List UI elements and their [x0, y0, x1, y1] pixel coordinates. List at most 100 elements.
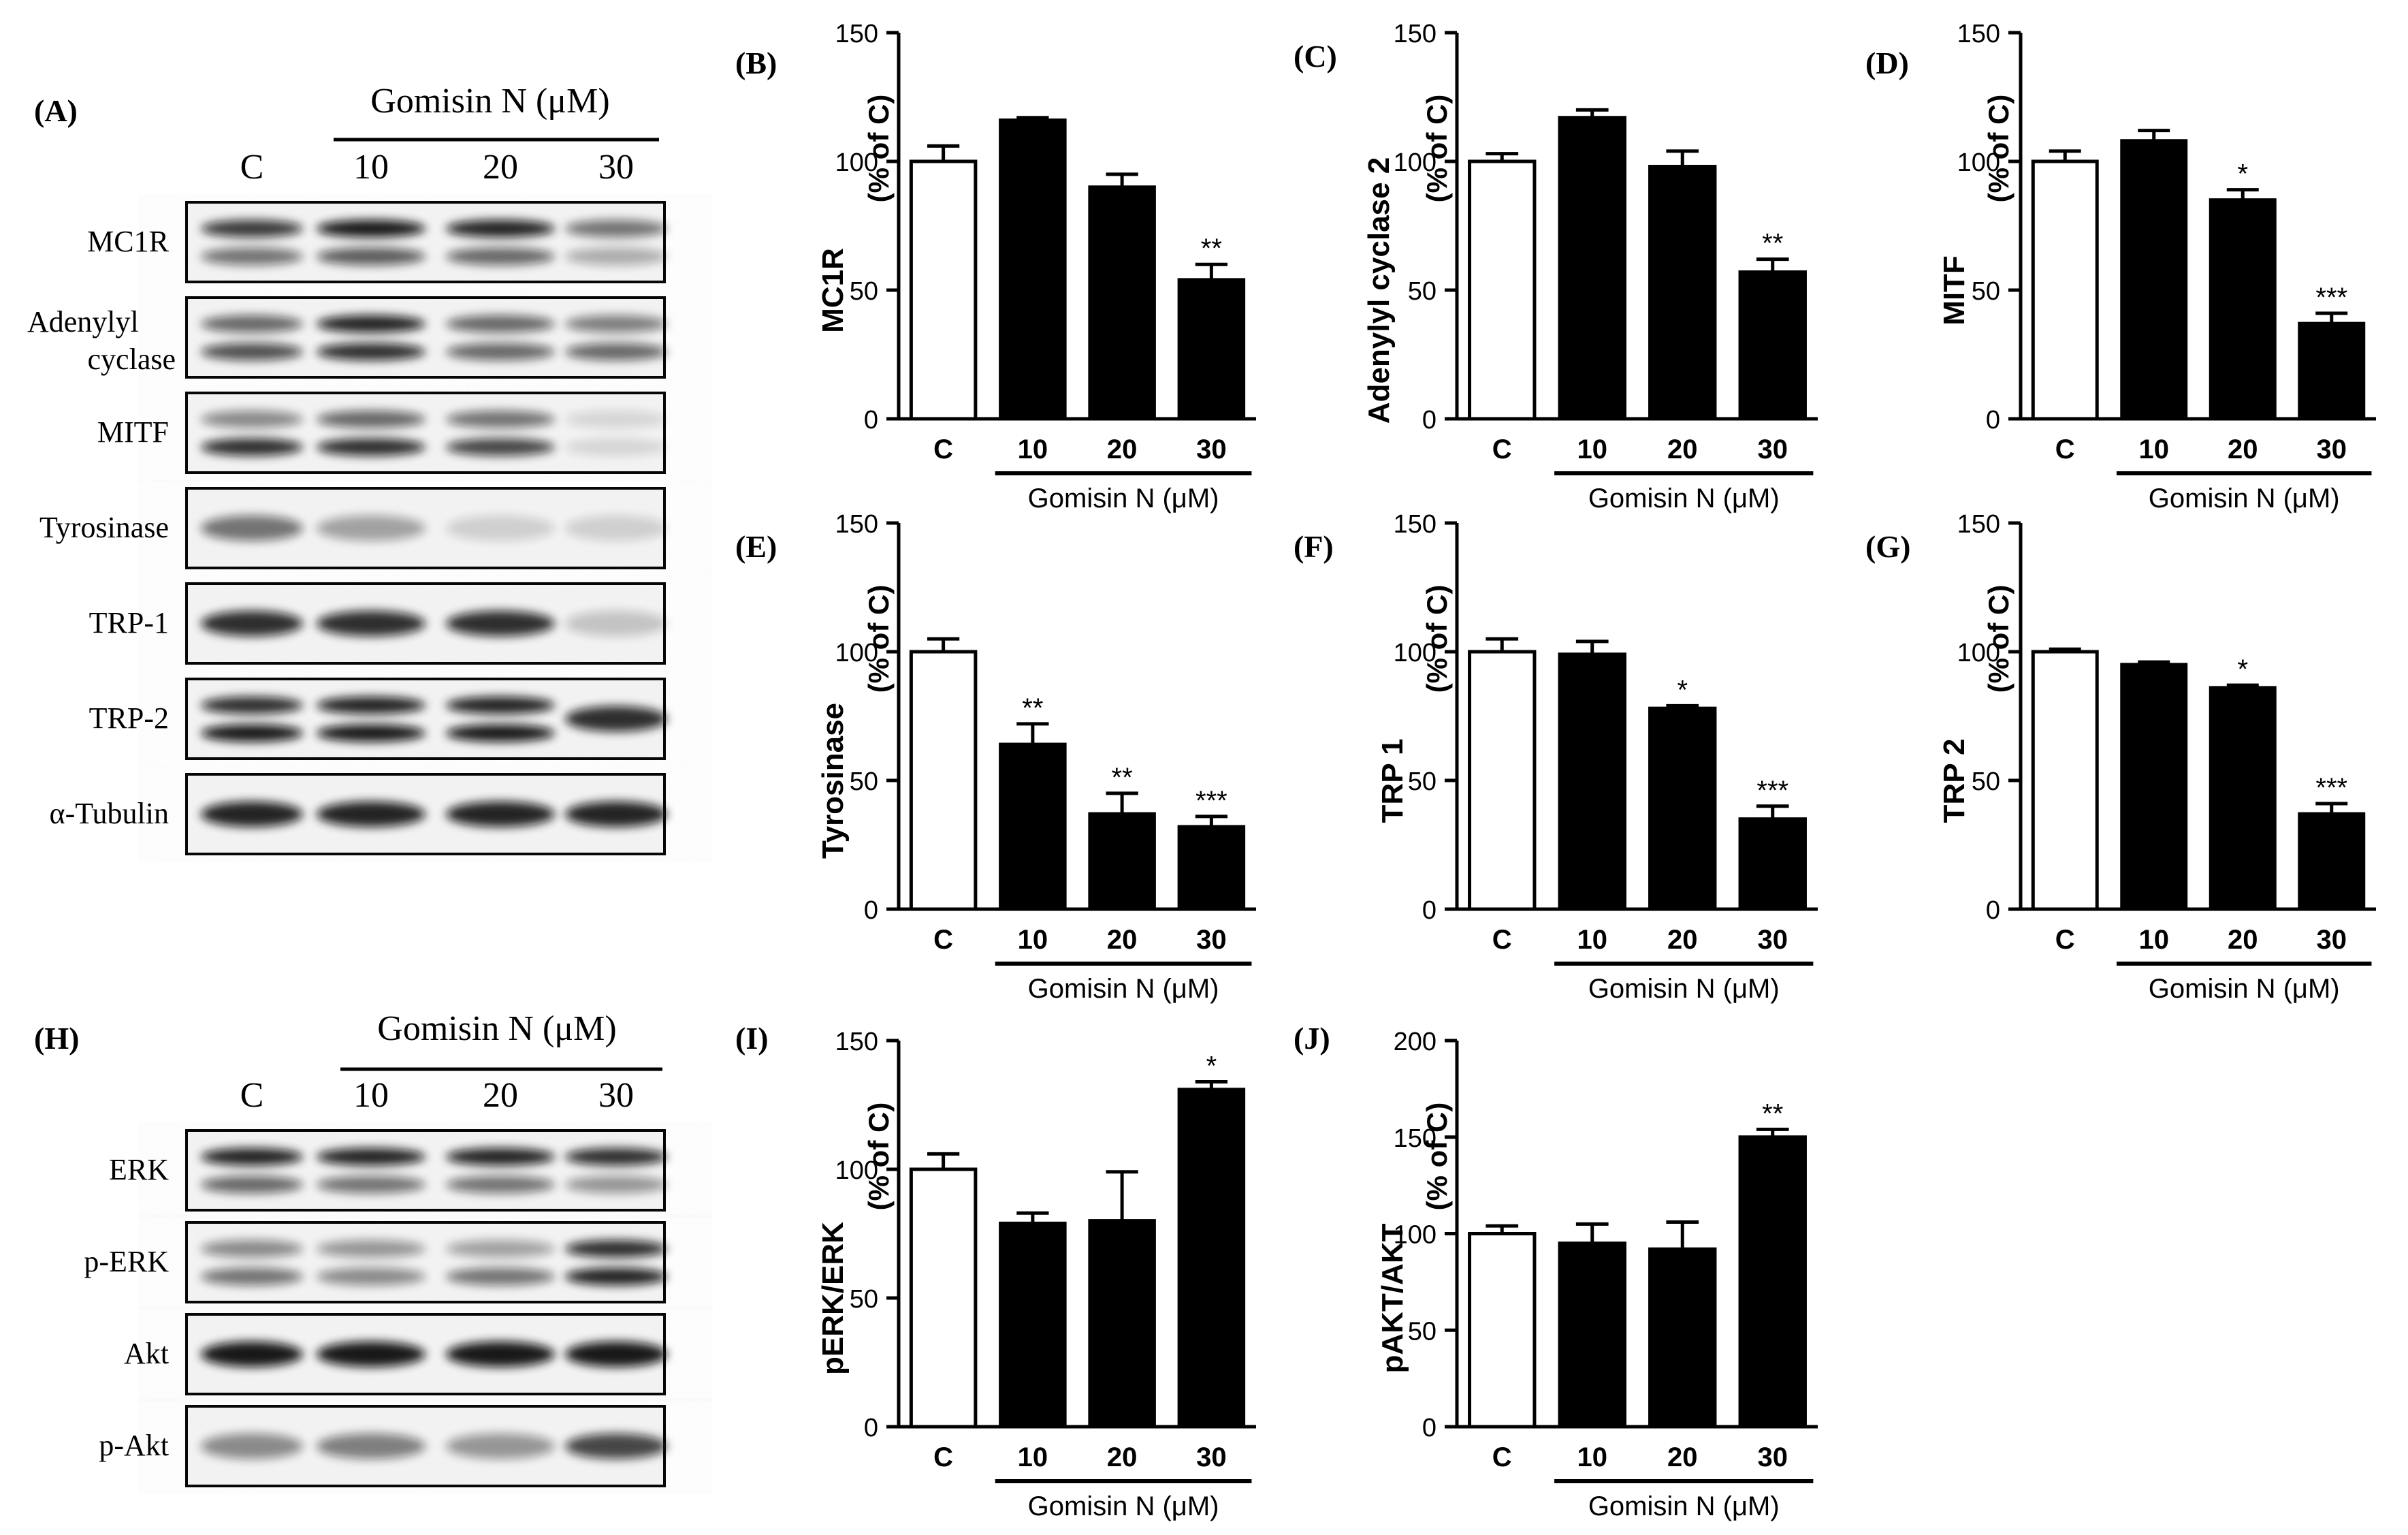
bar — [1738, 817, 1807, 911]
significance-label: * — [1677, 675, 1688, 705]
x-axis-label: Gomisin N (μM) — [1588, 974, 1780, 1004]
bar — [999, 118, 1067, 421]
blot-band — [317, 724, 426, 742]
blot-band — [317, 343, 426, 361]
y-axis-unit-label: (% of C) — [863, 1103, 895, 1211]
blot-band — [565, 515, 667, 541]
x-tick-label: 20 — [2228, 434, 2258, 464]
x-tick-label: C — [1492, 434, 1512, 464]
y-tick-label: 0 — [1986, 406, 2000, 434]
y-tick-label: 100 — [835, 148, 878, 177]
x-tick-label: C — [1492, 925, 1512, 955]
blot-row-label: ERK — [109, 1153, 169, 1186]
blot-band — [201, 696, 303, 714]
bar-chart: (C) 0 50 100 150 Adenylyl cyclase 2 (% of C) C 1… — [1294, 20, 1818, 513]
blot-band — [565, 1239, 667, 1258]
y-axis-unit-label: (% of C) — [1421, 1103, 1453, 1211]
lane-label: 20 — [483, 148, 518, 187]
bar-chart: (D) 0 50 100 150 MITF (% of C) C 10 * 20 *** 30 Gomis… — [1865, 20, 2376, 513]
blot-band — [201, 410, 303, 428]
blot-band — [565, 438, 667, 456]
y-tick-label: 50 — [1408, 277, 1436, 306]
blot-row-label: p-ERK — [84, 1245, 169, 1278]
blot-band — [565, 610, 667, 637]
blot-band — [317, 1341, 426, 1367]
bar — [909, 1167, 978, 1429]
y-tick-label: 0 — [1422, 1414, 1436, 1442]
blot-band — [317, 1239, 426, 1258]
panel-letter: (B) — [735, 46, 777, 80]
bar-chart: (I) 0 50 100 150 pERK/ERK (% of C) C 10 20 * 30 Gomi… — [735, 1021, 1256, 1521]
blot-band — [565, 410, 667, 428]
x-tick-label: 10 — [1018, 434, 1048, 464]
bar — [2031, 650, 2099, 911]
x-tick-label: 10 — [2139, 925, 2170, 955]
y-axis-unit-label: (% of C) — [1982, 585, 2014, 693]
blot-band — [317, 1148, 426, 1166]
bar — [1468, 650, 1537, 911]
bar — [1088, 185, 1156, 421]
blot-band — [565, 219, 667, 238]
blot-band — [201, 343, 303, 361]
lane-label: 10 — [353, 148, 389, 187]
lane-label: 30 — [598, 148, 634, 187]
blot-band — [201, 438, 303, 456]
x-tick-label: 30 — [2317, 925, 2347, 955]
x-tick-label: 20 — [2228, 925, 2258, 955]
y-tick-label: 100 — [835, 1156, 878, 1185]
y-axis-unit-label: (% of C) — [1421, 585, 1453, 693]
blot-row-label: TRP-2 — [89, 701, 169, 735]
x-tick-label: 10 — [1018, 1442, 1048, 1472]
blot-band — [317, 247, 426, 266]
bar-chart: (B) 0 50 100 150 MC1R (% of C) C 10 20 ** 30 Gomisin… — [735, 20, 1256, 513]
y-axis-label: TRP 2 — [1938, 739, 1971, 823]
blot-band — [317, 610, 426, 637]
y-axis-unit-label: (% of C) — [863, 95, 895, 203]
significance-label: * — [1206, 1051, 1217, 1081]
y-tick-label: 0 — [864, 896, 878, 925]
blot-band — [201, 1175, 303, 1194]
x-tick-label: 10 — [1018, 925, 1048, 955]
blot-row: p-Akt — [99, 1405, 667, 1487]
y-tick-label: 100 — [1394, 639, 1436, 667]
bar-chart: (G) 0 50 100 150 TRP 2 (% of C) C 10 * 20 *** 30 Gomi… — [1865, 510, 2376, 1004]
significance-label: ** — [1762, 229, 1783, 259]
bar — [1738, 270, 1807, 421]
x-tick-label: 10 — [1577, 434, 1608, 464]
panel-letter: (G) — [1865, 529, 1910, 564]
x-tick-label: 30 — [1758, 434, 1788, 464]
blot-panel: (H) Gomisin N (μM) C 10 20 30 ERK p-ERK Akt p-Akt — [34, 1009, 667, 1487]
blot-band — [201, 724, 303, 742]
panel-letter: (I) — [735, 1021, 769, 1056]
lane-label: C — [240, 1076, 264, 1115]
x-tick-label: 20 — [1667, 1442, 1698, 1472]
blot-band — [446, 343, 555, 361]
significance-label: *** — [1756, 776, 1788, 806]
blot-band — [446, 1267, 555, 1286]
y-tick-label: 0 — [864, 1414, 878, 1442]
blot-row: Adenylyl cyclase — [27, 296, 667, 379]
blot-row: Tyrosinase — [39, 487, 667, 569]
x-tick-label: 30 — [1758, 1442, 1788, 1472]
blot-band — [201, 610, 303, 637]
x-tick-label: 20 — [1667, 925, 1698, 955]
blot-band — [317, 1433, 426, 1459]
bar-chart: (F) 0 50 100 150 TRP 1 (% of C) C 10 * 20 *** 30 Gomi… — [1294, 510, 1818, 1004]
y-tick-label: 50 — [1408, 1317, 1436, 1346]
y-axis-label: MC1R — [816, 248, 850, 333]
significance-label: *** — [2315, 283, 2347, 313]
y-tick-label: 100 — [1957, 148, 2000, 177]
blot-band — [317, 438, 426, 456]
x-tick-label: 20 — [1107, 925, 1138, 955]
bar — [2209, 198, 2277, 421]
bar — [1468, 159, 1537, 421]
blot-band — [201, 1239, 303, 1258]
blot-band — [446, 247, 555, 266]
x-tick-label: C — [933, 434, 953, 464]
y-tick-label: 50 — [1408, 767, 1436, 796]
bar-chart: (E) 0 50 100 150 Tyrosinase (% of C) C ** 10 ** 20 *… — [735, 510, 1256, 1004]
blot-texture — [187, 202, 664, 282]
y-tick-label: 150 — [1957, 20, 2000, 48]
y-axis-unit-label: (% of C) — [1982, 95, 2014, 203]
